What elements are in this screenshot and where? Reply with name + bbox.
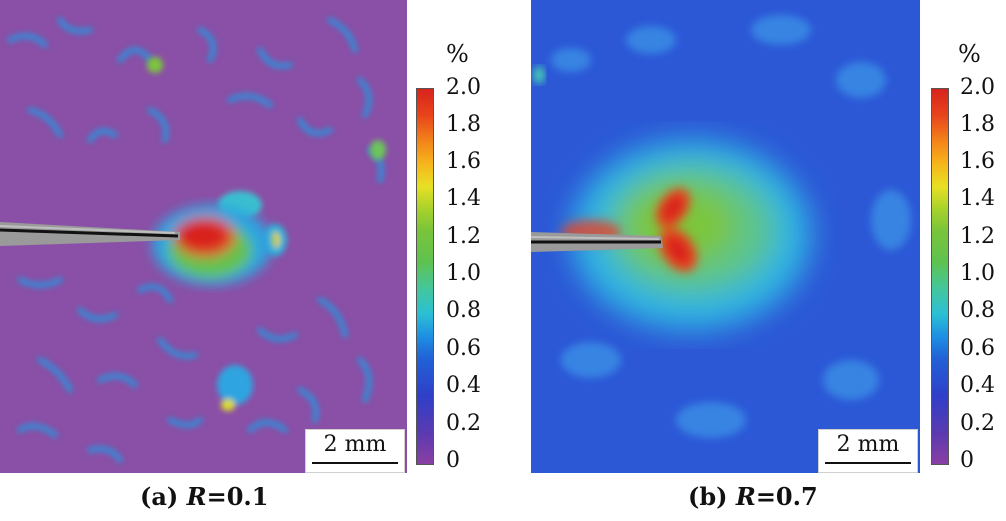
strain-map-a-graphic bbox=[0, 0, 407, 473]
edge-hotspot bbox=[533, 66, 545, 84]
scale-bar-a-line bbox=[312, 462, 398, 464]
colorbar-b bbox=[931, 88, 949, 465]
caption-a-var: R bbox=[186, 482, 207, 511]
colorbar-tick: 1.8 bbox=[446, 112, 481, 137]
scale-bar-a-label: 2 mm bbox=[323, 432, 387, 457]
colorbar-a-unit: % bbox=[446, 40, 469, 68]
scale-bar-b: 2 mm bbox=[818, 429, 918, 473]
speckle-pattern bbox=[7, 17, 385, 463]
colorbar-tick: 1.6 bbox=[446, 149, 481, 174]
colorbar-tick: 0.6 bbox=[446, 336, 481, 361]
colorbar-tick: 0.6 bbox=[960, 336, 995, 361]
caption-b-var: R bbox=[735, 482, 756, 511]
colorbar-tick: 1.6 bbox=[960, 149, 995, 174]
speckle-pattern bbox=[551, 15, 911, 438]
colorbar-tick: 2.0 bbox=[446, 75, 481, 100]
colorbar-a bbox=[416, 88, 434, 465]
colorbar-tick: 1.0 bbox=[446, 261, 481, 286]
caption-a: (a) R=0.1 bbox=[140, 482, 268, 511]
colorbar-b-unit: % bbox=[958, 40, 981, 68]
colorbar-tick: 1.4 bbox=[446, 186, 481, 211]
colorbar-tick: 1.2 bbox=[960, 224, 995, 249]
scale-bar-b-label: 2 mm bbox=[836, 432, 900, 457]
strain-map-a bbox=[0, 0, 407, 473]
crack bbox=[531, 232, 663, 252]
colorbar-tick: 0.2 bbox=[960, 411, 995, 436]
colorbar-tick: 1.8 bbox=[960, 112, 995, 137]
caption-b: (b) R=0.7 bbox=[688, 482, 818, 511]
scale-bar-b-line bbox=[825, 462, 911, 464]
colorbar-tick: 0 bbox=[446, 448, 460, 473]
colorbar-tick: 0.4 bbox=[960, 373, 995, 398]
caption-b-value: =0.7 bbox=[755, 482, 818, 511]
caption-a-prefix: (a) bbox=[140, 482, 187, 511]
caption-b-prefix: (b) bbox=[688, 482, 736, 511]
colorbar-tick: 1.4 bbox=[960, 186, 995, 211]
crack bbox=[0, 222, 180, 246]
colorbar-tick: 0 bbox=[960, 448, 974, 473]
strain-map-b-graphic bbox=[531, 0, 920, 473]
colorbar-tick: 0.8 bbox=[446, 298, 481, 323]
colorbar-tick: 0.2 bbox=[446, 411, 481, 436]
colorbar-tick: 0.4 bbox=[446, 373, 481, 398]
colorbar-tick: 0.8 bbox=[960, 298, 995, 323]
colorbar-tick: 2.0 bbox=[960, 75, 995, 100]
crack-tip-zone bbox=[152, 205, 272, 285]
colorbar-tick: 1.2 bbox=[446, 224, 481, 249]
scale-bar-a: 2 mm bbox=[305, 429, 405, 473]
strain-map-b bbox=[531, 0, 920, 473]
colorbar-tick: 1.0 bbox=[960, 261, 995, 286]
plastic-zone bbox=[571, 140, 811, 330]
caption-a-value: =0.1 bbox=[206, 482, 269, 511]
